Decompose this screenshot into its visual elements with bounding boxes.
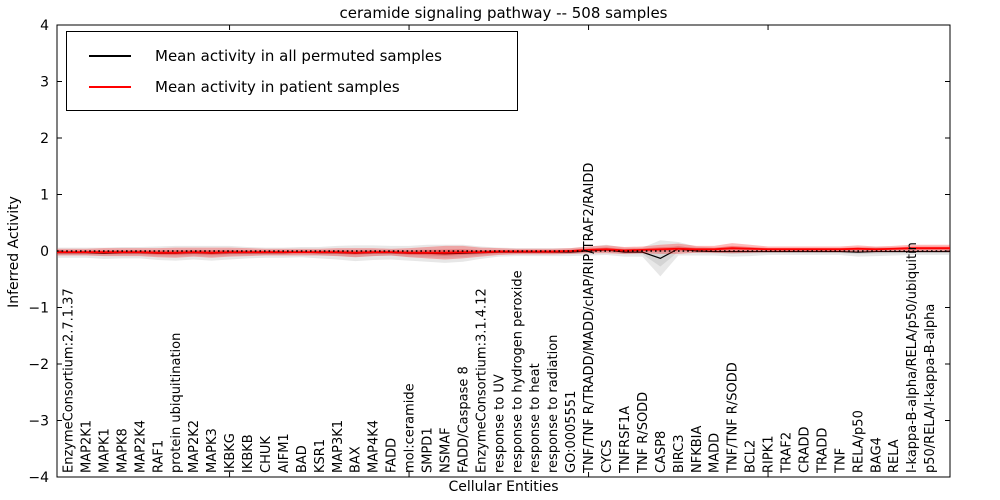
x-category-label: BAX <box>349 446 364 473</box>
x-category-label: TNF <box>833 448 848 474</box>
x-category-label: MAP2K1 <box>79 420 94 473</box>
x-category-label: AIFM1 <box>277 433 292 473</box>
x-category-label: NFKBIA <box>690 426 705 473</box>
y-tick-label: −2 <box>28 357 49 373</box>
x-category-label: IKBKG <box>223 433 238 473</box>
x-category-label: BCL2 <box>744 440 759 473</box>
x-category-label: BAD <box>295 445 310 473</box>
y-tick-label: −3 <box>28 414 49 430</box>
y-tick-label: −1 <box>28 301 49 317</box>
y-tick-label: −4 <box>28 470 49 486</box>
x-category-label: MAP2K4 <box>133 420 148 473</box>
x-category-label: BIRC3 <box>672 435 687 474</box>
x-category-label: TNFRSF1A <box>618 406 633 474</box>
chart-title: ceramide signaling pathway -- 508 sample… <box>339 4 668 22</box>
y-tick-label: 1 <box>40 188 49 204</box>
x-category-label: FADD/Caspase 8 <box>456 366 471 473</box>
x-category-label: IKBKB <box>241 434 256 473</box>
x-category-label: p50/RELA/I-kappa-B-alpha <box>923 304 938 473</box>
x-category-label: MAP2K2 <box>187 420 202 473</box>
x-category-label: RIPK1 <box>762 435 777 473</box>
x-category-label: TNF/TNF R/TRADD/MADD/cIAP/RIP/TRAF2/RAID… <box>582 163 597 474</box>
permuted-line-swatch <box>89 54 131 57</box>
x-category-label: response to UV <box>492 374 507 473</box>
x-category-label: MAPK8 <box>115 428 130 473</box>
x-category-label: BAG4 <box>869 437 884 473</box>
x-category-label: CRADD <box>797 427 812 474</box>
legend-item-patient: Mean activity in patient samples <box>77 71 507 102</box>
y-tick-label: 3 <box>40 75 49 91</box>
x-category-label: EnzymeConsortium:3.1.4.12 <box>474 288 489 473</box>
x-category-label: protein ubiquitination <box>169 333 184 473</box>
legend-item-label: Mean activity in all permuted samples <box>155 46 442 65</box>
x-category-label: MAPK1 <box>97 428 112 473</box>
x-category-label: RAF1 <box>151 440 166 473</box>
x-category-label: MAPK3 <box>205 428 220 473</box>
x-category-label: MAP4K4 <box>367 420 382 473</box>
x-category-label: response to radiation <box>546 335 561 473</box>
x-category-label: TNF/TNF R/SODD <box>726 362 741 474</box>
x-category-label: MADD <box>708 433 723 473</box>
x-category-label: SMPD1 <box>421 427 436 473</box>
x-category-label: TNF R/SODD <box>636 392 651 474</box>
x-category-label: FADD <box>385 438 400 473</box>
x-category-label: CHUK <box>259 436 274 473</box>
x-category-label: RELA/p50 <box>851 410 866 473</box>
x-category-label: EnzymeConsortium:2.7.1.37 <box>62 288 77 473</box>
x-category-label: TRADD <box>815 428 830 474</box>
x-axis-ticks <box>229 25 769 477</box>
x-category-label: KSR1 <box>313 439 328 473</box>
x-category-labels: EnzymeConsortium:2.7.1.37 MAP2K1 MAPK1 MAPK… <box>62 163 939 474</box>
x-category-label: response to hydrogen peroxide <box>510 270 525 473</box>
patient-line-swatch <box>89 85 131 88</box>
x-category-label: I-kappa-B-alpha/RELA/p50/ubiquitin <box>905 242 920 473</box>
y-tick-label: 2 <box>40 131 49 147</box>
x-category-label: TRAF2 <box>780 432 795 474</box>
x-category-label: CYCS <box>600 440 615 473</box>
legend-item-label: Mean activity in patient samples <box>155 77 400 96</box>
x-category-label: RELA <box>887 439 902 473</box>
x-axis-label: Cellular Entities <box>448 479 559 495</box>
confidence-band-inner <box>57 245 950 267</box>
y-axis-label: Inferred Activity <box>6 196 22 308</box>
y-tick-label: 0 <box>40 244 49 260</box>
x-category-label: response to heat <box>528 363 543 473</box>
x-category-label: mol:ceramide <box>403 383 418 473</box>
x-category-label: MAP3K1 <box>331 420 346 473</box>
legend-box: Mean activity in all permuted samples Me… <box>66 31 518 111</box>
x-category-label: NSMAF <box>438 427 453 473</box>
x-category-label: GO:0005551 <box>564 391 579 473</box>
legend-item-permuted: Mean activity in all permuted samples <box>77 40 507 71</box>
y-axis-ticks: 4 3 2 1 0 −1 −2 −3 −4 <box>28 18 950 486</box>
y-tick-label: 4 <box>40 18 49 34</box>
x-category-label: CASP8 <box>654 431 669 473</box>
